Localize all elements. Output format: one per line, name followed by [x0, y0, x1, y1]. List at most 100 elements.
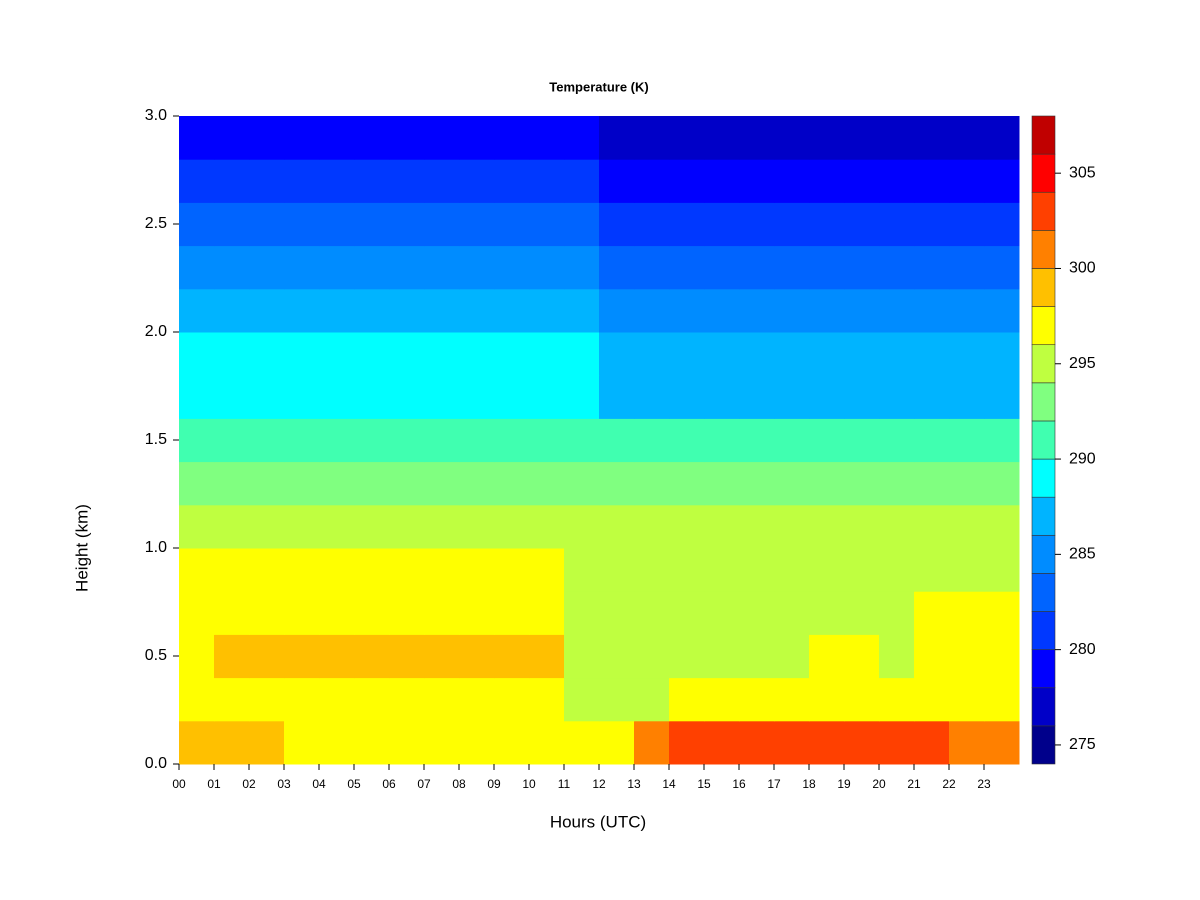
heat-cell	[809, 720, 845, 765]
x-tick-label: 00	[172, 777, 186, 791]
heat-cell	[844, 720, 880, 765]
heat-cell	[669, 720, 705, 765]
heat-cell	[529, 202, 565, 247]
heat-cell	[984, 634, 1020, 679]
heat-cell	[669, 634, 705, 679]
heat-cell	[809, 677, 845, 722]
heat-cell	[984, 677, 1020, 722]
y-tick-label: 2.5	[145, 215, 167, 232]
heat-cell	[389, 288, 425, 333]
x-tick-label: 02	[242, 777, 256, 791]
heat-cell	[319, 202, 355, 247]
heat-cell	[669, 504, 705, 549]
x-tick-label: 09	[487, 777, 501, 791]
heat-cell	[284, 720, 320, 765]
heat-cell	[354, 202, 390, 247]
heat-cell	[179, 332, 215, 376]
heat-cell	[774, 504, 810, 549]
heat-cell	[879, 504, 915, 549]
heat-cell	[179, 634, 215, 679]
heat-cell	[844, 159, 880, 203]
heat-cell	[809, 375, 845, 419]
heat-cell	[984, 548, 1020, 592]
heat-cell	[529, 677, 565, 722]
heat-cell	[459, 116, 495, 160]
heat-cell	[249, 504, 285, 549]
heat-cell	[179, 548, 215, 592]
x-tick-label: 07	[417, 777, 431, 791]
colorbar-segment	[1031, 611, 1056, 650]
heat-cell	[914, 375, 950, 419]
heat-cell	[354, 332, 390, 376]
heat-cell	[424, 116, 460, 160]
heat-cell	[984, 245, 1020, 290]
x-tick-label: 18	[802, 777, 816, 791]
heat-cell	[284, 418, 320, 463]
heat-cell	[179, 504, 215, 549]
heat-cell	[599, 288, 635, 333]
heat-cell	[179, 461, 215, 506]
heat-cell	[739, 116, 775, 160]
x-tick-label: 22	[942, 777, 956, 791]
heat-cell	[424, 375, 460, 419]
heat-cell	[284, 461, 320, 506]
colorbar-segment	[1031, 268, 1056, 307]
heat-cell	[739, 548, 775, 592]
heat-cell	[599, 548, 635, 592]
heat-cell	[634, 116, 670, 160]
heat-cell	[879, 418, 915, 463]
heat-cell	[984, 461, 1020, 506]
heat-cell	[599, 461, 635, 506]
heat-cell	[739, 418, 775, 463]
heat-cell	[389, 332, 425, 376]
heat-cell	[214, 375, 250, 419]
y-axis-label: Height (km)	[72, 504, 91, 592]
heat-cell	[249, 202, 285, 247]
colorbar-segment	[1031, 420, 1056, 460]
heat-cell	[984, 202, 1020, 247]
heat-cell	[914, 332, 950, 376]
heat-cell	[529, 288, 565, 333]
heat-cell	[879, 159, 915, 203]
heat-cell	[739, 591, 775, 635]
heat-cell	[564, 591, 600, 635]
heat-cell	[494, 504, 530, 549]
heat-cell	[564, 504, 600, 549]
heat-cell	[354, 116, 390, 160]
heat-cell	[949, 504, 985, 549]
heat-cell	[319, 116, 355, 160]
heat-cell	[599, 720, 635, 765]
heat-cell	[984, 159, 1020, 203]
colorbar-segment	[1031, 191, 1056, 231]
heat-cell	[319, 461, 355, 506]
x-tick-label: 03	[277, 777, 291, 791]
x-tick-label: 11	[558, 777, 571, 791]
heat-cell	[459, 159, 495, 203]
heat-cell	[809, 332, 845, 376]
heat-cell	[634, 202, 670, 247]
colorbar-segment	[1031, 534, 1056, 574]
x-tick-label: 06	[382, 777, 396, 791]
heat-cell	[809, 634, 845, 679]
heat-cell	[354, 418, 390, 463]
colorbar-segment	[1031, 382, 1056, 422]
heat-cell	[389, 461, 425, 506]
heat-cell	[914, 591, 950, 635]
heat-cell	[879, 202, 915, 247]
heat-cell	[319, 591, 355, 635]
heat-cell	[179, 677, 215, 722]
heat-cell	[949, 159, 985, 203]
colorbar-segment	[1031, 230, 1056, 269]
x-tick-label: 19	[837, 777, 851, 791]
heat-cell	[284, 634, 320, 679]
heat-cell	[214, 418, 250, 463]
heat-cell	[984, 116, 1020, 160]
heat-cell	[914, 634, 950, 679]
heat-cell	[319, 288, 355, 333]
colorbar-tick-label: 275	[1069, 736, 1096, 753]
heat-cell	[634, 332, 670, 376]
heat-cell	[214, 245, 250, 290]
heat-cell	[844, 591, 880, 635]
heat-cell	[704, 634, 740, 679]
colorbar-tick-label: 295	[1069, 355, 1096, 372]
